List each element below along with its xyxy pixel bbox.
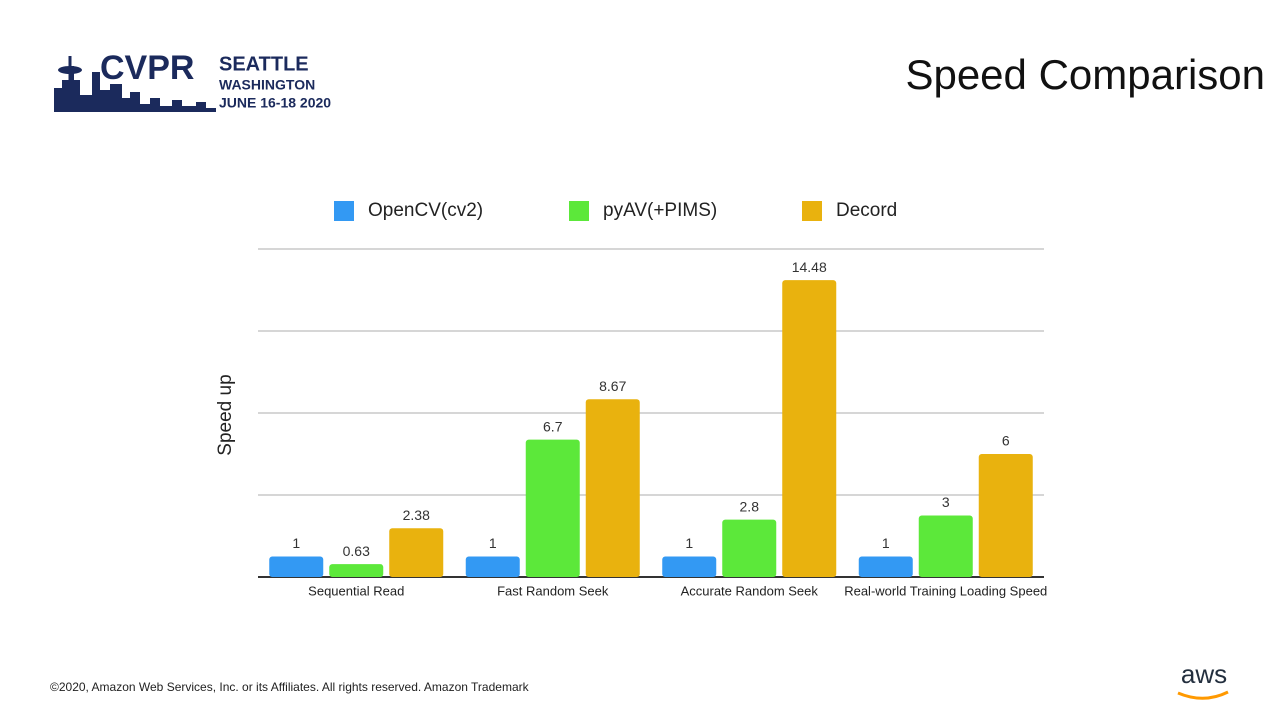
legend-swatch bbox=[334, 201, 354, 221]
slide-title: Speed Comparison bbox=[905, 51, 1265, 98]
value-label: 1 bbox=[882, 535, 890, 551]
x-tick-label: Real-world Training Loading Speed bbox=[844, 583, 1047, 598]
value-label: 6.7 bbox=[543, 418, 563, 434]
skyline bbox=[54, 66, 216, 112]
legend-label: OpenCV(cv2) bbox=[368, 200, 483, 221]
legend-swatch bbox=[569, 201, 589, 221]
needle-top bbox=[58, 66, 82, 74]
logo: CVPR SEATTLE WASHINGTON JUNE 16-18 2020 bbox=[54, 49, 331, 112]
value-label: 6 bbox=[1002, 433, 1010, 449]
legend-swatch bbox=[802, 201, 822, 221]
bar bbox=[329, 564, 384, 577]
chart: OpenCV(cv2) pyAV(+PIMS) Decord Sequential R… bbox=[258, 200, 1047, 598]
value-label: 2.38 bbox=[403, 507, 430, 523]
x-tick-label: Fast Random Seek bbox=[497, 583, 609, 598]
aws-brand: aws bbox=[1181, 659, 1227, 689]
bar bbox=[858, 556, 913, 577]
x-tick-label: Sequential Read bbox=[308, 583, 404, 598]
bar bbox=[782, 280, 837, 577]
aws-smile bbox=[1177, 690, 1229, 700]
value-label: 1 bbox=[685, 535, 693, 551]
logo-dates: JUNE 16-18 2020 bbox=[219, 95, 331, 111]
y-axis-label: Speed up bbox=[215, 374, 236, 455]
value-label: 1 bbox=[292, 535, 300, 551]
value-label: 3 bbox=[942, 494, 950, 510]
bar bbox=[918, 515, 973, 577]
bar bbox=[465, 556, 520, 577]
legend-label: Decord bbox=[836, 200, 897, 221]
bar bbox=[525, 439, 580, 577]
bar bbox=[978, 454, 1033, 577]
value-label: 1 bbox=[489, 535, 497, 551]
bar bbox=[722, 519, 777, 577]
logo-city: SEATTLE bbox=[219, 53, 309, 75]
logo-state: WASHINGTON bbox=[219, 77, 315, 93]
aws-logo: aws bbox=[1177, 659, 1229, 700]
bar bbox=[585, 399, 640, 577]
x-tick-label: Accurate Random Seek bbox=[681, 583, 819, 598]
legend-label: pyAV(+PIMS) bbox=[603, 200, 717, 221]
bar bbox=[269, 556, 324, 577]
value-label: 2.8 bbox=[740, 498, 760, 514]
value-label: 8.67 bbox=[599, 378, 626, 394]
bar bbox=[662, 556, 717, 577]
bar bbox=[389, 528, 444, 577]
value-label: 0.63 bbox=[343, 543, 370, 559]
logo-name: CVPR bbox=[100, 49, 194, 87]
footer-copyright: ©2020, Amazon Web Services, Inc. or its … bbox=[50, 680, 530, 694]
value-label: 14.48 bbox=[792, 259, 827, 275]
